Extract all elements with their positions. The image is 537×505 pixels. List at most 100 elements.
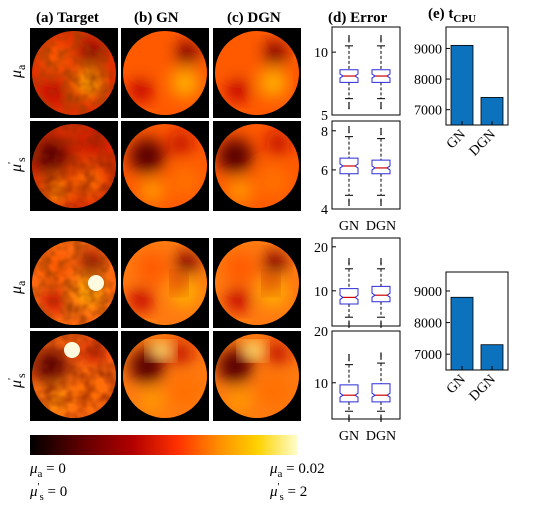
outlier-point bbox=[348, 125, 350, 128]
outlier-point bbox=[348, 326, 350, 328]
outlier-point bbox=[348, 324, 350, 326]
tile-blob bbox=[169, 375, 201, 407]
tile-content bbox=[123, 334, 207, 418]
image-tile-r1-c1 bbox=[30, 28, 118, 118]
axes-frame bbox=[331, 120, 401, 210]
outlier-point bbox=[380, 130, 382, 132]
outlier-point bbox=[348, 199, 350, 202]
svg-text:μa: μa bbox=[8, 64, 28, 79]
image-tile-r4-c3 bbox=[213, 331, 301, 421]
outlier-point bbox=[380, 41, 382, 43]
tile-blobs bbox=[217, 131, 290, 203]
tile-blob bbox=[228, 179, 252, 203]
box-body bbox=[371, 69, 391, 83]
outlier-point bbox=[348, 201, 350, 203]
y-tick-label: 8000 bbox=[414, 317, 442, 332]
x-tick-label-gn: GN bbox=[444, 127, 469, 152]
outlier-point bbox=[380, 199, 382, 202]
tile-blobs bbox=[129, 131, 201, 203]
error-boxplots: 5 10 4 6 8 GN DGN 10 20 10 20 GN DGN bbox=[314, 26, 401, 444]
title-dgn: (c) DGN bbox=[227, 10, 281, 26]
axes-frame bbox=[331, 237, 401, 327]
tile-content bbox=[32, 241, 116, 325]
box-gn bbox=[339, 35, 359, 110]
outlier-point bbox=[380, 355, 382, 358]
tile-blob bbox=[175, 41, 199, 65]
outlier-point bbox=[380, 101, 382, 104]
inclusion-recon bbox=[171, 271, 187, 295]
colorbar-max-mua: μa = 0.02 bbox=[269, 461, 325, 480]
tile-blob bbox=[257, 165, 289, 197]
inclusion-recon bbox=[239, 341, 267, 361]
tile-blob bbox=[266, 341, 290, 365]
outlier-point bbox=[380, 105, 382, 107]
tile-blob bbox=[136, 252, 168, 284]
y-tick-label: 5 bbox=[321, 109, 328, 124]
outlier-point bbox=[348, 321, 350, 324]
tile-texture bbox=[32, 31, 116, 115]
image-tile-r4-c1 bbox=[30, 331, 118, 421]
tile-blob bbox=[129, 288, 153, 312]
outlier-point bbox=[348, 35, 350, 37]
outlier-point bbox=[348, 259, 350, 261]
error-axes-3: 10 20 bbox=[314, 237, 401, 328]
row-label-mua-top: μa bbox=[8, 64, 28, 79]
box-body bbox=[371, 285, 391, 303]
outlier-point bbox=[380, 127, 382, 130]
outlier-point bbox=[348, 414, 350, 416]
outlier-point bbox=[380, 198, 382, 201]
bar-gn bbox=[450, 44, 474, 126]
outlier-point bbox=[348, 355, 350, 357]
image-tile-r3-c2 bbox=[121, 238, 209, 328]
y-tick-label: 9000 bbox=[414, 42, 442, 57]
tile-blobs bbox=[224, 41, 287, 102]
outlier-point bbox=[380, 326, 382, 328]
outlier-point bbox=[348, 39, 350, 42]
outlier-point bbox=[348, 105, 350, 107]
image-tile-r2-c2 bbox=[121, 121, 209, 211]
box-body bbox=[339, 69, 359, 83]
outlier-point bbox=[348, 107, 350, 110]
box-dgn bbox=[371, 127, 391, 207]
x-tick-label-dgn: DGN bbox=[467, 127, 499, 159]
outlier-point bbox=[380, 131, 382, 133]
error-axes-2: 4 6 8 GN DGN bbox=[321, 120, 401, 234]
outlier-point bbox=[380, 258, 382, 260]
outlier-point bbox=[380, 107, 382, 110]
tile-content bbox=[32, 31, 116, 115]
y-tick-label: 7000 bbox=[414, 348, 442, 363]
image-tile-r1-c3 bbox=[213, 28, 301, 118]
outlier-point bbox=[348, 128, 350, 130]
tile-blob bbox=[226, 78, 250, 102]
y-tick-label: 9000 bbox=[414, 285, 442, 300]
tile-content bbox=[215, 241, 299, 325]
outlier-point bbox=[348, 36, 350, 38]
outlier-point bbox=[380, 202, 382, 204]
outlier-point bbox=[380, 414, 382, 416]
outlier-point bbox=[348, 359, 350, 362]
y-tick-label: 6 bbox=[321, 164, 328, 179]
tile-blob bbox=[169, 131, 193, 155]
colorbar bbox=[30, 435, 298, 455]
outlier-point bbox=[348, 204, 350, 207]
tile-blob bbox=[169, 341, 193, 365]
svg-text:μ's: μ's bbox=[6, 373, 28, 389]
svg-text:μ's: μ's bbox=[6, 157, 28, 173]
title-target: (a) Target bbox=[36, 10, 99, 26]
tile-blob bbox=[175, 251, 199, 275]
outlier-point bbox=[348, 106, 350, 109]
tile-content bbox=[123, 241, 207, 325]
x-tick-label-gn: GN bbox=[339, 219, 359, 234]
image-tile-r4-c2 bbox=[121, 331, 209, 421]
tile-content bbox=[32, 124, 116, 208]
outlier-point bbox=[348, 262, 350, 265]
outlier-point bbox=[380, 204, 382, 207]
tile-blob bbox=[259, 69, 287, 97]
y-tick-label: 20 bbox=[314, 325, 328, 340]
outlier-point bbox=[348, 325, 350, 327]
outlier-point bbox=[348, 41, 350, 43]
y-tick-label: 10 bbox=[314, 46, 328, 61]
bar-dgn bbox=[480, 97, 504, 126]
inclusion-recon bbox=[263, 271, 279, 295]
y-tick-label: 4 bbox=[321, 203, 328, 218]
